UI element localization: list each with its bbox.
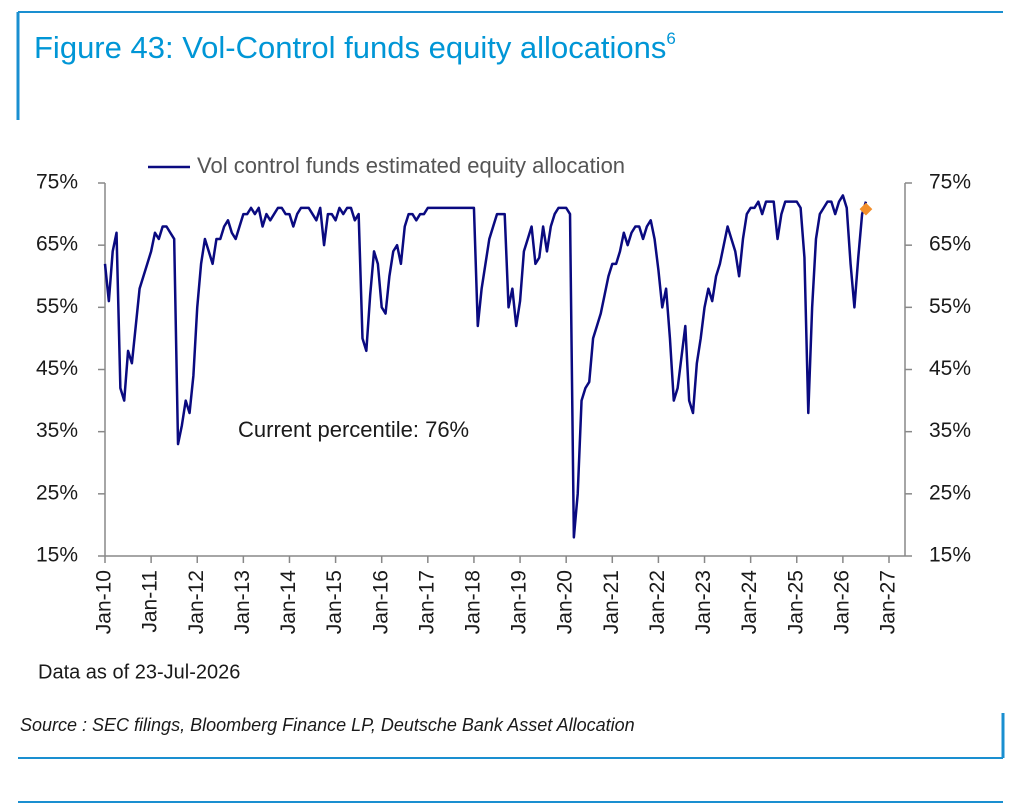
chart-title: Figure 43: Vol-Control funds equity allo…: [34, 29, 676, 65]
y-tick-label: 55%: [36, 295, 78, 318]
y2-tick-label: 55%: [929, 295, 971, 318]
y-tick-label: 35%: [36, 419, 78, 442]
y-tick-label: 15%: [36, 544, 78, 567]
x-tick-label: Jan-25: [784, 570, 807, 634]
x-tick-label: Jan-11: [139, 570, 162, 633]
source: Source : SEC filings, Bloomberg Finance …: [20, 715, 635, 735]
x-tick-label: Jan-16: [369, 570, 392, 634]
y-tick-label: 45%: [36, 357, 78, 380]
x-tick-label: Jan-12: [185, 570, 208, 634]
y2-tick-label: 65%: [929, 233, 971, 256]
line: [103, 194, 868, 539]
plot: 15% 25% 35% 45% 55% 65% 75% 15% 25% 35% 45% 55% 65% 7…: [36, 153, 971, 634]
x-tick-label: Jan-22: [646, 570, 669, 634]
x-tick-label: Jan-17: [415, 570, 438, 634]
y-tick-label: 75%: [36, 171, 78, 194]
x-tick-label: Jan-15: [323, 570, 346, 634]
x-tick-label: Jan-20: [554, 570, 577, 634]
y2-tick-label: 75%: [929, 171, 971, 194]
legend-label: Vol control funds estimated equity alloc…: [197, 153, 625, 178]
y-tick-label: 25%: [36, 481, 78, 504]
annotation: Current percentile: 76%: [238, 417, 469, 442]
x-tick-label: Jan-19: [508, 570, 531, 634]
x-tick-label: Jan-26: [830, 570, 853, 634]
x-tick-label: Jan-14: [277, 570, 300, 635]
x-tick-label: Jan-10: [93, 570, 116, 634]
x-tick-label: Jan-24: [738, 570, 761, 635]
x-tick-label: Jan-18: [461, 570, 484, 634]
y-tick-label: 65%: [36, 233, 78, 256]
x-tick-label: Jan-27: [877, 570, 900, 634]
x-tick-label: Jan-23: [692, 570, 715, 634]
y2-tick-label: 25%: [929, 481, 971, 504]
x-tick-label: Jan-21: [600, 570, 623, 634]
y2-tick-label: 45%: [929, 357, 971, 380]
data-note: Data as of 23-Jul-2026: [38, 661, 240, 683]
y2-tick-label: 35%: [929, 419, 971, 442]
y2-tick-label: 15%: [929, 544, 971, 567]
x-tick-label: Jan-13: [231, 570, 254, 634]
